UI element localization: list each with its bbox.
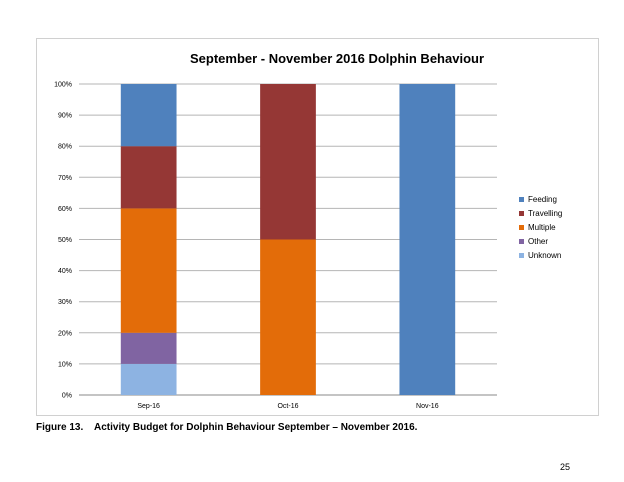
y-tick-label: 50% [58,237,72,244]
y-tick-label: 100% [54,82,72,89]
stacked-bar-chart: September - November 2016 Dolphin Behavi… [54,51,562,411]
bar-segment-other [120,332,177,364]
legend-swatch [519,211,524,216]
bar-segment-multiple [260,239,316,395]
bar-segment-multiple [120,208,177,333]
chart-frame: September - November 2016 Dolphin Behavi… [36,38,599,416]
bar-segment-travelling [260,84,316,240]
y-tick-label: 60% [58,206,72,213]
legend-label: Multiple [528,223,556,232]
legend: Feeding Travelling Multiple Other Unknown [519,195,562,260]
y-tick-label: 10% [58,361,72,368]
y-tick-label: 80% [58,144,72,151]
x-tick-label: Sep-16 [137,403,160,410]
legend-swatch [519,253,524,258]
x-tick-label: Oct-16 [277,403,298,410]
legend-item-unknown: Unknown [519,251,561,260]
y-tick-label: 20% [58,330,72,337]
legend-item-other: Other [519,237,548,246]
legend-label: Other [528,237,548,246]
legend-label: Travelling [528,209,562,218]
bar-segment-unknown [120,363,177,395]
legend-item-feeding: Feeding [519,195,557,204]
figure-caption: Figure 13. Activity Budget for Dolphin Be… [36,422,417,433]
legend-label: Unknown [528,251,561,260]
x-tick-label: Nov-16 [416,403,439,410]
legend-item-multiple: Multiple [519,223,556,232]
bar-segment-feeding [120,84,177,147]
y-tick-label: 70% [58,175,72,182]
y-tick-label: 90% [58,113,72,120]
y-tick-label: 40% [58,268,72,275]
legend-label: Feeding [528,195,557,204]
y-tick-label: 0% [62,393,72,400]
page-number: 25 [560,462,571,472]
figure-number: Figure 13. [36,422,84,433]
bar-segment-travelling [120,146,177,209]
y-tick-label: 30% [58,299,72,306]
axes: 0% 10% 20% 30% 40% 50% 60% 70% 80% 90% 100% Sep-16 O… [54,82,439,411]
legend-swatch [519,239,524,244]
legend-swatch [519,225,524,230]
chart-title: September - November 2016 Dolphin Behavi… [190,51,484,66]
bar-segment-feeding [399,84,456,395]
figure-caption-text: Activity Budget for Dolphin Behaviour Se… [94,422,418,433]
bars [120,84,456,395]
legend-swatch [519,197,524,202]
legend-item-travelling: Travelling [519,209,562,218]
